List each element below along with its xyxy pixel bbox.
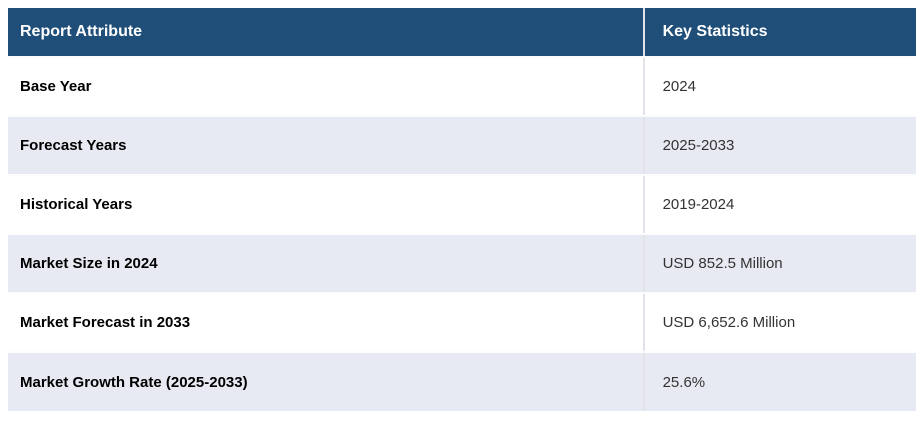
key-statistic-cell: 25.6% [643, 352, 916, 411]
key-statistic-cell: 2019-2024 [643, 175, 916, 235]
key-statistic-cell: 2024 [643, 57, 916, 117]
key-statistic-cell: USD 6,652.6 Million [643, 293, 916, 353]
table-row: Market Forecast in 2033 USD 6,652.6 Mill… [8, 293, 916, 353]
report-attribute-cell: Market Size in 2024 [8, 234, 645, 294]
table-row: Market Growth Rate (2025-2033) 25.6% [8, 352, 916, 411]
key-statistic-cell: 2025-2033 [643, 116, 916, 176]
table-header-row: Report Attribute Key Statistics [8, 8, 916, 58]
table-row: Historical Years 2019-2024 [8, 175, 916, 235]
table-row: Base Year 2024 [8, 57, 916, 117]
table-row: Forecast Years 2025-2033 [8, 116, 916, 176]
report-attributes-table: Report Attribute Key Statistics Base Yea… [8, 8, 916, 411]
report-attribute-cell: Forecast Years [8, 116, 645, 176]
key-statistic-cell: USD 852.5 Million [643, 234, 916, 294]
report-attribute-cell: Market Growth Rate (2025-2033) [8, 352, 645, 411]
table-row: Market Size in 2024 USD 852.5 Million [8, 234, 916, 294]
report-attribute-cell: Historical Years [8, 175, 645, 235]
report-attribute-cell: Market Forecast in 2033 [8, 293, 645, 353]
column-header-key-statistics: Key Statistics [643, 8, 916, 58]
column-header-report-attribute: Report Attribute [8, 8, 645, 58]
report-attribute-cell: Base Year [8, 57, 645, 117]
